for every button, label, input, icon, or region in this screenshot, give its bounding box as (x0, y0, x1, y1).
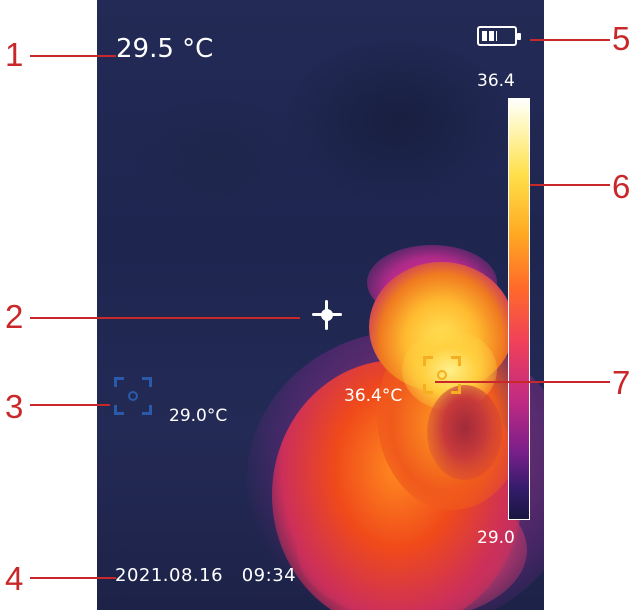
cold-spot-temperature: 29.0°C (169, 406, 228, 426)
callout-2: 2 (5, 298, 24, 335)
time-label: 09:34 (241, 565, 297, 586)
callout-5: 5 (612, 20, 631, 57)
scale-max-label: 36.4 (477, 71, 515, 91)
callout-7: 7 (612, 364, 631, 401)
callout-1: 1 (5, 36, 24, 73)
callout-4: 4 (5, 560, 24, 597)
callout-line-1 (30, 55, 116, 57)
thermal-display: 29.5 °C 36.4 29.0 29.0°C 36.4°C 2021.08.… (97, 0, 544, 610)
battery-icon (477, 26, 521, 46)
callout-line-7 (435, 381, 610, 383)
center-temperature-readout: 29.5 °C (116, 34, 214, 64)
color-scale-bar (508, 98, 530, 520)
callout-6: 6 (612, 168, 631, 205)
callout-3: 3 (5, 388, 24, 425)
callout-line-4 (30, 577, 116, 579)
date-time-readout: 2021.08.16 09:34 (115, 565, 296, 586)
callout-line-6 (530, 184, 610, 186)
hot-spot-marker-icon (423, 356, 461, 394)
center-crosshair-icon (312, 300, 342, 330)
battery-level (482, 31, 497, 41)
thermal-hand (427, 385, 502, 480)
hot-spot-temperature: 36.4°C (344, 386, 403, 406)
cold-spot-marker-icon (114, 377, 152, 415)
scale-min-label: 29.0 (477, 528, 515, 548)
date-label: 2021.08.16 (115, 565, 224, 586)
callout-line-5 (530, 39, 610, 41)
callout-line-3 (30, 404, 110, 406)
callout-line-2 (30, 317, 300, 319)
